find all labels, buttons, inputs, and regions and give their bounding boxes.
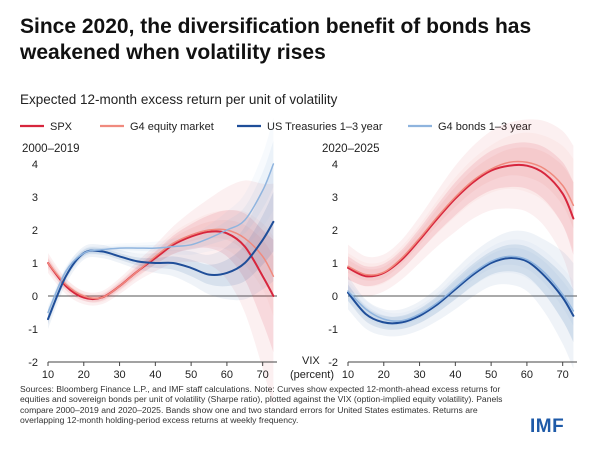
- band-2se-left-spx: [48, 180, 274, 409]
- x-tick-right-40: 40: [449, 369, 461, 381]
- y-tick-right-0: 0: [332, 291, 338, 303]
- band-1se-left-us-treasuries-1-3-year: [48, 192, 274, 325]
- band-1se-right-us-treasuries-1-3-year: [348, 244, 574, 343]
- y-tick-left-0: 0: [32, 291, 38, 303]
- sources-note: Sources: Bloomberg Finance L.P., and IMF…: [20, 384, 503, 426]
- line-left-spx: [47, 230, 275, 301]
- band-1se-right-g4-bonds-1-3-year: [348, 247, 574, 326]
- y-tick-left-4: 4: [32, 159, 38, 171]
- legend-label-g4-equity-market: G4 equity market: [130, 121, 214, 133]
- x-tick-right-50: 50: [485, 369, 497, 381]
- line-right-us-treasuries-1-3-year: [347, 257, 575, 325]
- x-tick-right-20: 20: [378, 369, 390, 381]
- line-left-g4-bonds-1-3-year: [47, 163, 275, 314]
- x-axis-label-vix: VIX: [302, 355, 320, 367]
- band-2se-right-g4-bonds-1-3-year: [348, 239, 574, 341]
- x-tick-left-60: 60: [221, 369, 233, 381]
- y-tick-right-2: 2: [332, 225, 338, 237]
- band-2se-right-us-treasuries-1-3-year: [348, 230, 574, 369]
- x-tick-right-70: 70: [557, 369, 569, 381]
- band-2se-left-g4-bonds-1-3-year: [48, 117, 274, 320]
- x-tick-left-70: 70: [257, 369, 269, 381]
- x-tick-right-10: 10: [342, 369, 354, 381]
- legend: SPX G4 equity market US Treasuries 1–3 yea…: [20, 121, 532, 133]
- chart-title: Since 2020, the diversification benefit …: [20, 15, 532, 64]
- x-tick-left-10: 10: [42, 369, 54, 381]
- y-tick-left-2: 2: [32, 225, 38, 237]
- band-2se-right-spx: [348, 119, 574, 297]
- y-tick-right-1: 1: [332, 258, 338, 270]
- x-tick-left-40: 40: [149, 369, 161, 381]
- panel-right: 2020–2025 -2 -1 0 1 2 3 4 10 20 30 40 50 60 70: [322, 119, 577, 381]
- line-right-g4-bonds-1-3-year: [347, 255, 575, 322]
- x-tick-left-20: 20: [78, 369, 90, 381]
- panel-title-left: 2000–2019: [22, 143, 80, 155]
- panel-title-right: 2020–2025: [322, 143, 380, 155]
- y-tick-left-m2: -2: [28, 357, 38, 369]
- y-tick-right-m1: -1: [328, 324, 338, 336]
- chart-subtitle: Expected 12-month excess return per unit…: [20, 92, 338, 107]
- legend-label-spx: SPX: [50, 121, 73, 133]
- y-tick-right-m2: -2: [328, 357, 338, 369]
- y-tick-left-m1: -1: [28, 324, 38, 336]
- band-1se-left-spx: [48, 210, 274, 353]
- x-tick-left-30: 30: [113, 369, 125, 381]
- band-1se-left-g4-bonds-1-3-year: [48, 140, 274, 316]
- x-tick-right-60: 60: [521, 369, 533, 381]
- band-2se-left-g4-equity-market: [48, 210, 274, 316]
- imf-logo: IMF: [530, 416, 565, 437]
- y-tick-left-1: 1: [32, 258, 38, 270]
- band-1se-right-g4-equity-market: [348, 147, 574, 281]
- band-2se-right-g4-equity-market: [348, 132, 574, 287]
- y-tick-right-3: 3: [332, 192, 338, 204]
- line-right-g4-equity-market: [347, 160, 575, 276]
- line-left-g4-equity-market: [47, 228, 275, 300]
- x-axis-label-unit: (percent): [290, 369, 334, 381]
- legend-label-g4-bonds-1-3-year: G4 bonds 1–3 year: [438, 121, 532, 133]
- panel-left: 2000–2019 -2 -1 0 1 2 3 4 10 20 30 40 50 60 70: [22, 117, 277, 409]
- x-tick-left-50: 50: [185, 369, 197, 381]
- y-tick-left-3: 3: [32, 192, 38, 204]
- legend-label-us-treasuries-1-3-year: US Treasuries 1–3 year: [267, 121, 383, 133]
- band-2se-left-us-treasuries-1-3-year: [48, 162, 274, 329]
- x-tick-right-30: 30: [413, 369, 425, 381]
- y-tick-right-4: 4: [332, 159, 338, 171]
- band-1se-right-spx: [348, 142, 574, 287]
